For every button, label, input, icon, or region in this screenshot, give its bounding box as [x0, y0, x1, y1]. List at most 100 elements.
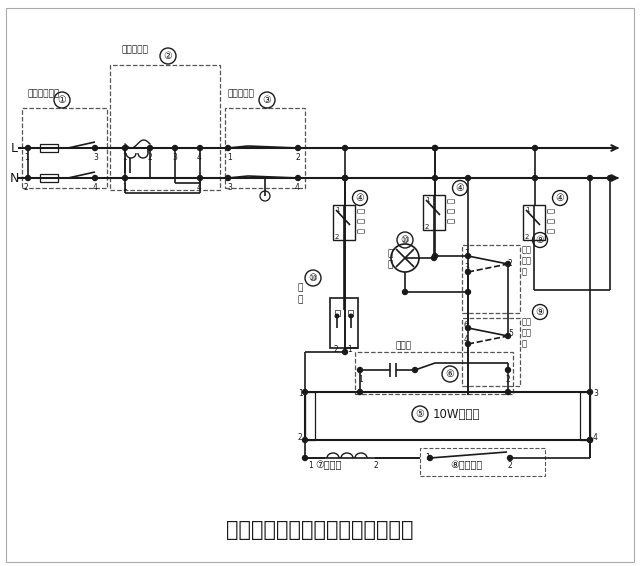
Text: 3: 3 [593, 389, 598, 398]
Text: 插: 插 [298, 284, 303, 293]
Text: 3: 3 [464, 264, 469, 272]
Text: 2: 2 [295, 153, 300, 162]
Bar [330, 298, 358, 348]
Bar [40, 144, 58, 152]
Bar [580, 392, 590, 440]
Circle shape [122, 145, 127, 151]
Circle shape [342, 349, 348, 354]
Text: ⑩: ⑩ [401, 235, 410, 245]
Text: 单相电度表: 单相电度表 [122, 45, 149, 54]
Text: 4: 4 [197, 183, 202, 192]
Bar [348, 310, 353, 316]
Text: 1: 1 [425, 453, 429, 462]
Text: 2: 2 [508, 259, 513, 268]
Bar [355, 352, 513, 394]
Text: 4: 4 [295, 183, 300, 192]
Circle shape [532, 145, 538, 151]
Text: 路: 路 [355, 217, 364, 222]
Text: 1: 1 [227, 153, 232, 162]
Text: 泡: 泡 [388, 260, 394, 269]
Text: 断: 断 [445, 198, 454, 203]
Circle shape [588, 389, 593, 395]
Text: 双控: 双控 [522, 318, 532, 327]
Circle shape [465, 269, 470, 275]
Text: 2: 2 [335, 234, 339, 240]
Circle shape [122, 175, 127, 181]
Text: 2: 2 [147, 153, 152, 162]
Text: 3: 3 [172, 153, 177, 162]
Text: 器: 器 [445, 217, 454, 222]
Text: 器: 器 [545, 228, 554, 233]
Circle shape [465, 325, 470, 331]
Text: ④: ④ [456, 183, 465, 193]
Text: 2: 2 [525, 234, 529, 240]
Circle shape [173, 145, 177, 151]
Circle shape [588, 438, 593, 443]
Text: 1: 1 [425, 197, 429, 203]
Circle shape [26, 175, 31, 181]
Text: 一: 一 [522, 268, 527, 277]
Text: 2: 2 [425, 224, 429, 230]
Circle shape [607, 175, 612, 181]
Text: ⑨: ⑨ [536, 307, 545, 317]
Circle shape [465, 254, 470, 259]
Text: 1: 1 [358, 375, 363, 384]
Circle shape [93, 145, 97, 151]
Circle shape [342, 175, 348, 181]
Text: 4: 4 [464, 336, 469, 345]
Text: 1: 1 [122, 183, 127, 192]
Bar [305, 392, 315, 440]
Text: 2: 2 [508, 461, 513, 470]
Text: 启辉器: 启辉器 [395, 341, 411, 350]
Text: ⑧单控开关: ⑧单控开关 [450, 460, 483, 470]
Circle shape [506, 261, 511, 267]
Text: 5: 5 [508, 328, 513, 337]
Text: 路: 路 [445, 208, 454, 212]
Circle shape [225, 175, 230, 181]
Circle shape [588, 438, 593, 443]
Text: 2: 2 [373, 461, 378, 470]
Text: 4: 4 [197, 153, 202, 162]
Text: 1: 1 [347, 345, 352, 354]
Circle shape [506, 367, 511, 372]
Text: 三: 三 [522, 340, 527, 349]
Text: 开关: 开关 [522, 328, 532, 337]
Text: 灯: 灯 [388, 250, 394, 259]
Bar [225, 108, 305, 188]
Text: ①: ① [58, 95, 67, 105]
Text: 断: 断 [355, 208, 364, 212]
Text: 日光灯照明与两控一灯一插座线路: 日光灯照明与两控一灯一插座线路 [227, 520, 413, 540]
Circle shape [465, 289, 470, 294]
Circle shape [428, 456, 433, 461]
Circle shape [433, 145, 438, 151]
Circle shape [296, 145, 301, 151]
Circle shape [508, 456, 513, 461]
Text: 开关: 开关 [522, 256, 532, 265]
Text: 1: 1 [308, 461, 313, 470]
Circle shape [349, 314, 353, 318]
Text: 双刀胶壳开关: 双刀胶壳开关 [28, 89, 60, 98]
Text: 1: 1 [464, 248, 468, 258]
Circle shape [465, 341, 470, 346]
Circle shape [431, 255, 436, 260]
Text: 器: 器 [355, 228, 364, 233]
Text: 1: 1 [122, 153, 127, 162]
Circle shape [303, 389, 307, 395]
Text: ⑩: ⑩ [308, 273, 317, 283]
Text: 座: 座 [298, 295, 303, 305]
Text: N: N [10, 171, 19, 185]
Circle shape [433, 145, 438, 151]
Circle shape [303, 438, 307, 443]
Circle shape [506, 389, 511, 395]
Circle shape [588, 175, 593, 181]
Text: 1: 1 [335, 207, 339, 213]
Text: 2: 2 [505, 375, 509, 384]
Text: ②: ② [164, 51, 172, 61]
Text: 2: 2 [298, 434, 303, 443]
Text: 2: 2 [333, 345, 338, 354]
Bar [40, 174, 58, 182]
Bar [335, 310, 340, 316]
Circle shape [303, 456, 307, 461]
Bar [22, 108, 107, 188]
Circle shape [358, 389, 362, 395]
